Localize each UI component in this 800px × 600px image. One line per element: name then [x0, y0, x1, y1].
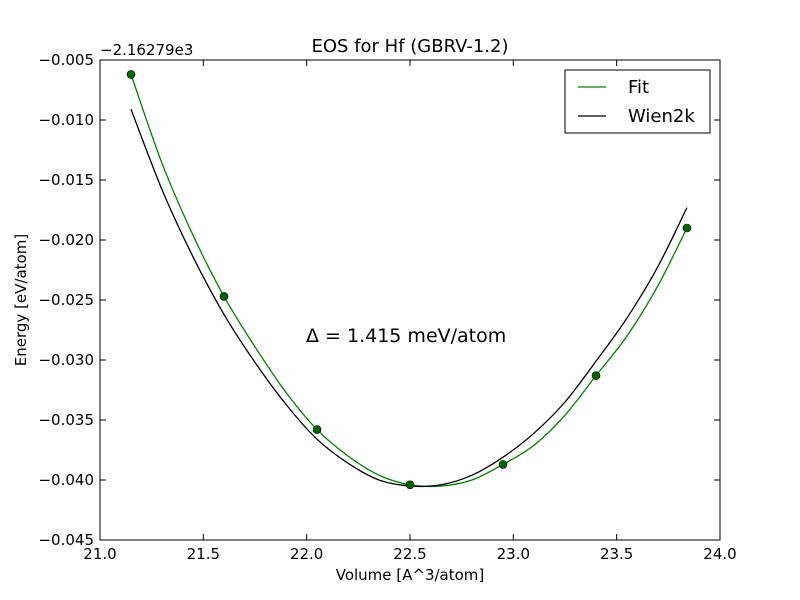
y-tick-label: −0.010 [38, 111, 94, 129]
x-tick-label: 21.5 [187, 545, 220, 563]
y-tick-label: −0.035 [38, 411, 94, 429]
x-tick-label: 23.5 [600, 545, 633, 563]
y-tick-label: −0.030 [38, 351, 94, 369]
x-tick-label: 22.0 [290, 545, 323, 563]
x-tick-label: 21.0 [83, 545, 116, 563]
y-tick-label: −0.005 [38, 51, 94, 69]
chart-title: EOS for Hf (GBRV-1.2) [312, 36, 509, 57]
series-line-fit [130, 74, 688, 488]
data-point [126, 70, 136, 79]
data-point [682, 223, 692, 233]
y-tick-label: −0.020 [38, 231, 94, 249]
data-point [591, 371, 601, 380]
legend-box [564, 69, 711, 134]
y-tick-label: −0.025 [38, 291, 94, 309]
delta-annotation: Δ = 1.415 meV/atom [306, 325, 506, 347]
series-line-wien2k [130, 108, 688, 488]
y-offset-label: −2.16279e3 [100, 41, 193, 59]
y-tick-label: −0.045 [38, 531, 94, 549]
data-point [498, 460, 508, 469]
y-tick-label: −0.015 [38, 171, 94, 189]
x-axis-label: Volume [A^3/atom] [336, 566, 485, 584]
x-tick-label: 23.0 [497, 545, 530, 563]
data-point [405, 480, 415, 490]
x-tick-label: 24.0 [703, 545, 736, 563]
data-point [312, 425, 322, 434]
y-axis-label: Energy [eV/atom] [12, 234, 30, 366]
y-tick-label: −0.040 [38, 471, 94, 489]
legend: Fit Wien2k [564, 69, 711, 134]
legend-label-wien2k: Wien2k [628, 106, 695, 127]
data-point [219, 292, 229, 301]
legend-label-fit: Fit [628, 77, 649, 98]
plot-area: 21.0 21.5 22.0 22.5 23.0 23.5 24.0 −0.045 −0.040… [38, 51, 736, 563]
x-tick-label: 22.5 [393, 545, 426, 563]
